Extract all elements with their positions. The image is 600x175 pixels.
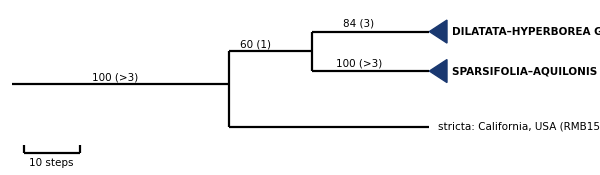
Text: 100 (>3): 100 (>3) [92,73,138,83]
Polygon shape [430,60,447,83]
Text: stricta: California, USA (RMB1559): stricta: California, USA (RMB1559) [438,122,600,132]
Text: SPARSIFOLIA–AQUILONIS GROUP: SPARSIFOLIA–AQUILONIS GROUP [452,66,600,76]
Polygon shape [430,20,447,43]
Text: 10 steps: 10 steps [29,158,74,168]
Text: DILATATA–HYPERBOREA GROUP: DILATATA–HYPERBOREA GROUP [452,27,600,37]
Text: 100 (>3): 100 (>3) [335,59,382,69]
Text: 60 (1): 60 (1) [241,40,271,50]
Text: 84 (3): 84 (3) [343,18,374,28]
